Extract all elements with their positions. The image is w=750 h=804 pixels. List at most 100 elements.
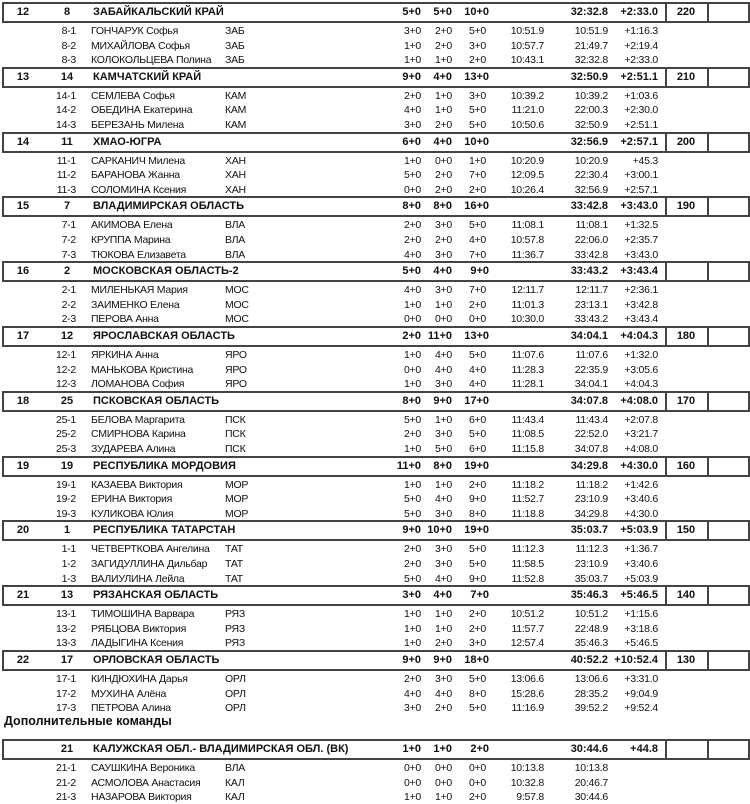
team-shoot-2: 4+0	[433, 135, 452, 148]
team-place: 21	[16, 589, 30, 602]
member-shoot-1: 0+0	[403, 183, 421, 196]
member-name: ТЮКОВА Елизавета	[91, 248, 186, 261]
member-behind: +1:16.3	[624, 25, 658, 37]
member-shoot-total: 2+0	[468, 608, 486, 621]
member-shoot-2: 0+0	[434, 776, 452, 789]
member-shoot-2: 0+0	[434, 154, 452, 167]
team-shoot-2: 9+0	[433, 654, 452, 666]
member-shoot-2: 1+0	[434, 104, 452, 117]
team-shoot-2: 8+0	[433, 459, 452, 472]
column-divider	[707, 455, 709, 477]
team-points: 130	[676, 654, 696, 666]
member-leg-time: 11:01.3	[511, 298, 544, 311]
member-total-time: 22:00.3	[574, 104, 609, 117]
team-shoot-total: 19+0	[464, 459, 489, 472]
member-shoot-2: 3+0	[434, 219, 452, 232]
member-name: ЛОМАНОВА София	[91, 378, 185, 391]
team-bib: 7	[63, 200, 71, 213]
member-bib: 7-3	[61, 248, 77, 261]
team-behind: +2:57.1	[620, 135, 658, 148]
member-name: ПЕРОВА Анна	[91, 313, 159, 326]
member-name: МИЛЕНЬКАЯ Мария	[91, 284, 188, 297]
member-behind: +3:40.6	[624, 558, 658, 570]
member-name: САУШКИНА Вероника	[91, 762, 195, 774]
member-total-time: 21:49.7	[574, 39, 609, 52]
member-name: МУХИНА Алёна	[91, 687, 167, 700]
member-row: 11-1 САРКАНИЧ Милена ХАН 1+0 0+0 1+0 10:20.9 10…	[0, 154, 750, 168]
member-shoot-1: 3+0	[403, 119, 421, 131]
team-bib: 1	[63, 524, 71, 537]
team-shoot-1: 8+0	[402, 394, 421, 407]
team-behind: +4:30.0	[620, 459, 658, 472]
team-shoot-total: 13+0	[464, 330, 489, 342]
member-leg-time: 15:28.6	[510, 687, 545, 700]
member-shoot-total: 7+0	[468, 284, 486, 297]
member-row: 13-2 РЯБЦОВА Виктория РЯЗ 1+0 1+0 2+0 11:57.7 2…	[0, 622, 750, 636]
team-time: 33:42.8	[570, 200, 608, 213]
team-shoot-2: 11+0	[427, 330, 452, 342]
member-behind: +2:35.7	[624, 234, 658, 246]
member-bib: 12-2	[55, 363, 76, 376]
member-row: 21-1 САУШКИНА Вероника ВЛА 0+0 0+0 0+0 10:13.8…	[0, 761, 750, 775]
member-bib: 7-1	[61, 219, 77, 232]
member-region: МОР	[225, 493, 249, 506]
member-shoot-2: 0+0	[434, 762, 452, 774]
member-shoot-1: 1+0	[403, 622, 421, 635]
member-shoot-1: 2+0	[403, 673, 421, 685]
team-time: 34:29.8	[570, 459, 608, 472]
member-name: КАЗАЕВА Виктория	[91, 478, 183, 491]
member-row: 19-2 ЕРИНА Виктория МОР 5+0 4+0 9+0 11:52.7 23:…	[0, 492, 750, 506]
member-bib: 2-1	[61, 284, 77, 297]
team-shoot-1: 5+0	[402, 265, 421, 278]
member-leg-time: 11:52.8	[511, 572, 544, 585]
member-total-time: 32:32.8	[574, 54, 609, 67]
member-behind: +3:31.0	[624, 673, 658, 685]
member-shoot-total: 5+0	[468, 25, 486, 37]
member-row: 25-3 ЗУДАРЕВА Алина ПСК 1+0 5+0 6+0 11:15.8 34:…	[0, 442, 750, 456]
member-leg-time: 10:20.9	[510, 154, 545, 167]
member-row: 17-1 КИНДЮХИНА Дарья ОРЛ 2+0 3+0 5+0 13:06.6 13…	[0, 672, 750, 686]
member-shoot-1: 2+0	[403, 234, 421, 246]
member-bib: 8-3	[61, 54, 77, 67]
member-behind: +3:43.0	[624, 248, 658, 261]
column-divider	[665, 261, 667, 283]
member-region: ПСК	[225, 428, 246, 441]
member-shoot-2: 2+0	[434, 25, 452, 37]
team-shoot-1: 1+0	[402, 743, 421, 755]
member-shoot-2: 1+0	[434, 413, 452, 426]
team-bib: 8	[63, 6, 71, 18]
team-shoot-2: 10+0	[427, 524, 452, 537]
member-leg-time: 10:30.0	[510, 313, 545, 326]
member-row: 12-2 МАНЬКОВА Кристина ЯРО 0+0 4+0 4+0 11:28.3…	[0, 363, 750, 377]
member-total-time: 22:48.9	[574, 622, 609, 635]
member-shoot-total: 2+0	[468, 478, 486, 491]
member-region: ПСК	[225, 443, 246, 455]
member-shoot-total: 5+0	[468, 119, 486, 131]
member-shoot-total: 5+0	[468, 349, 486, 361]
member-leg-time: 11:16.9	[511, 702, 544, 715]
member-bib: 19-3	[55, 507, 76, 520]
team-time: 34:07.8	[570, 394, 608, 407]
team-place: 15	[16, 200, 30, 213]
member-name: РЯБЦОВА Виктория	[91, 622, 187, 635]
member-behind: +1:32.5	[624, 219, 658, 232]
team-name: ЯРОСЛАВСКАЯ ОБЛАСТЬ	[93, 330, 235, 342]
member-bib: 2-3	[61, 313, 77, 326]
member-shoot-total: 6+0	[468, 413, 486, 426]
team-name: РЯЗАНСКАЯ ОБЛАСТЬ	[93, 589, 219, 602]
team-shoot-1: 8+0	[402, 200, 421, 213]
member-name: КРУППА Марина	[91, 234, 171, 246]
member-leg-time: 10:51.9	[510, 25, 545, 37]
member-row: 14-1 СЕМЛЕВА Софья КАМ 2+0 1+0 3+0 10:39.2 10:3…	[0, 89, 750, 103]
team-points: 190	[676, 200, 696, 213]
member-total-time: 10:51.9	[574, 25, 609, 37]
member-shoot-1: 1+0	[403, 349, 421, 361]
team-row: 15 7 ВЛАДИМИРСКАЯ ОБЛАСТЬ 8+0 8+0 16+0 33:42.8…	[2, 196, 750, 218]
member-shoot-1: 3+0	[403, 25, 421, 37]
member-shoot-2: 3+0	[434, 378, 452, 391]
member-bib: 19-2	[55, 493, 76, 506]
member-shoot-total: 2+0	[468, 183, 486, 196]
member-shoot-2: 2+0	[434, 119, 452, 131]
member-behind: +2:07.8	[624, 413, 658, 426]
member-shoot-total: 4+0	[468, 363, 486, 376]
